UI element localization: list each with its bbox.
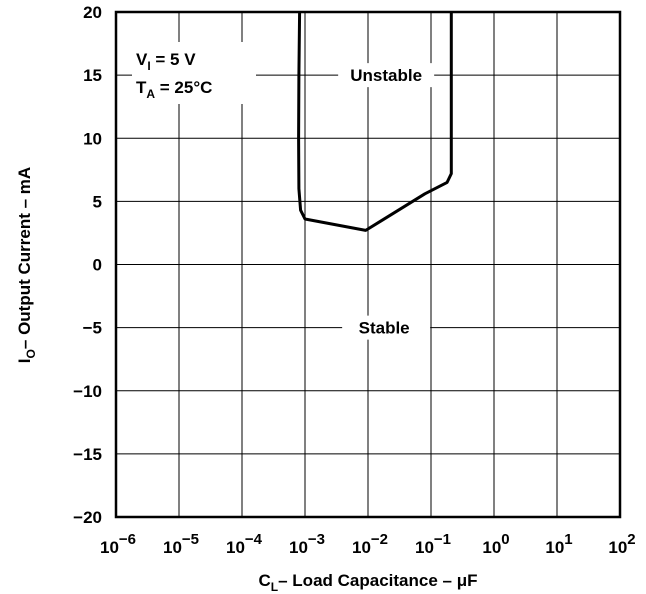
x-tick-label: 10−4 bbox=[226, 531, 263, 557]
stable-region-label: Stable bbox=[359, 319, 410, 338]
x-tick-label: 10−5 bbox=[163, 531, 199, 557]
y-tick-labels: 20 15 10 5 0 −5 −10 −15 −20 bbox=[73, 3, 102, 527]
x-tick-labels: 10−6 10−5 10−4 10−3 10−2 10−1 100 101 102 bbox=[100, 531, 636, 557]
stable-label-bg bbox=[342, 315, 431, 340]
unstable-region-label: Unstable bbox=[350, 66, 422, 85]
y-tick-label: −10 bbox=[73, 382, 102, 401]
y-tick-label: −5 bbox=[83, 319, 102, 338]
x-tick-label: 10−6 bbox=[100, 531, 136, 557]
condition-label-bg bbox=[132, 42, 256, 104]
y-tick-label: 5 bbox=[93, 192, 102, 211]
x-tick-label: 10−3 bbox=[289, 531, 325, 557]
y-tick-label: −15 bbox=[73, 445, 102, 464]
x-axis-label: CL– Load Capacitance – μF bbox=[259, 571, 478, 594]
y-tick-label: 10 bbox=[83, 129, 102, 148]
x-tick-label: 100 bbox=[482, 531, 509, 557]
x-tick-label: 101 bbox=[545, 531, 572, 557]
stability-boundary-line bbox=[297, 11, 453, 232]
condition-vi-label: VI = 5 V bbox=[136, 50, 196, 73]
y-tick-label: 20 bbox=[83, 3, 102, 22]
condition-ta-label: TA = 25°C bbox=[136, 78, 212, 101]
unstable-label-bg bbox=[338, 63, 435, 88]
x-tick-label: 102 bbox=[608, 531, 635, 557]
plot-frame bbox=[114, 10, 622, 519]
grid bbox=[116, 12, 620, 517]
y-tick-label: 15 bbox=[83, 66, 102, 85]
x-tick-label: 10−1 bbox=[415, 531, 451, 557]
y-tick-label: −20 bbox=[73, 508, 102, 527]
y-tick-label: 0 bbox=[93, 256, 102, 275]
x-tick-label: 10−2 bbox=[352, 531, 388, 557]
y-axis-label: IO– Output Current – mA bbox=[15, 167, 38, 363]
